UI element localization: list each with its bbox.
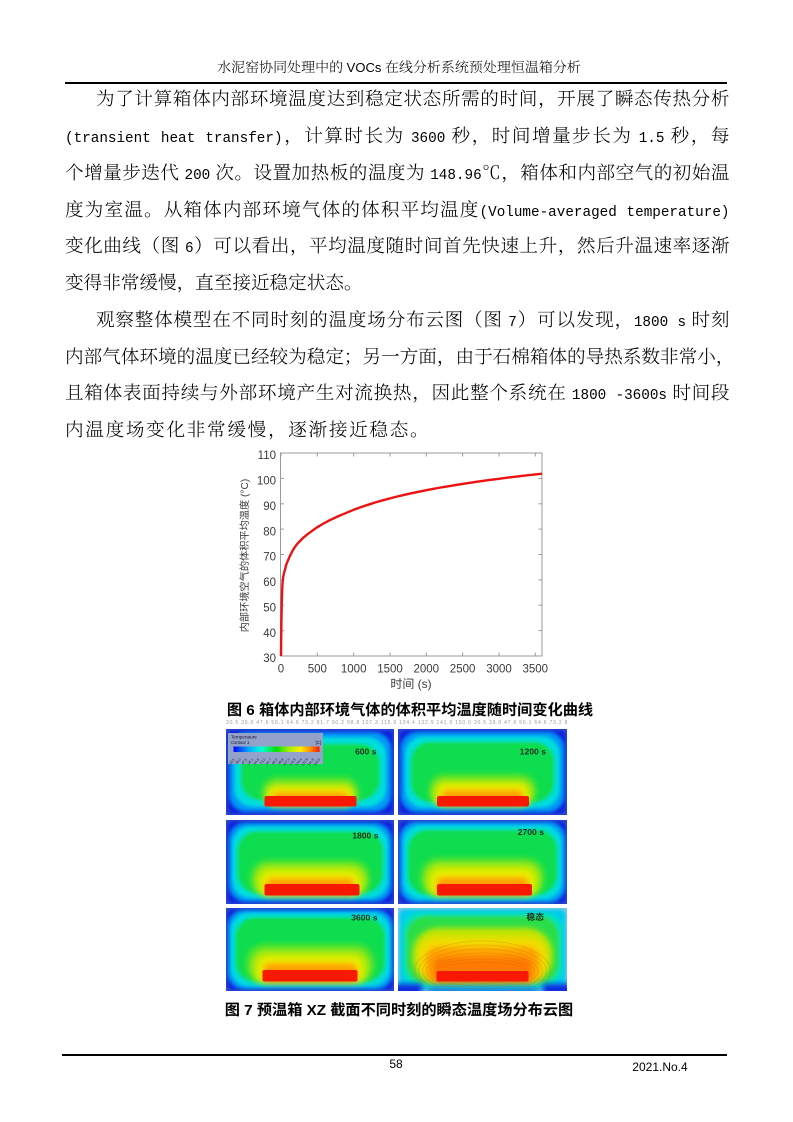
svg-text:内部环境空气的体积平均温度 (°C): 内部环境空气的体积平均温度 (°C) <box>236 479 251 632</box>
svg-text:90: 90 <box>263 501 276 513</box>
svg-text:107.3: 107.3 <box>282 757 291 766</box>
svg-text:73.2: 73.2 <box>258 757 265 765</box>
svg-text:98.8: 98.8 <box>277 757 284 765</box>
svg-text:1500: 1500 <box>377 664 403 676</box>
svg-text:[C]: [C] <box>315 740 320 745</box>
svg-text:3600 s: 3600 s <box>351 913 378 923</box>
svg-text:110: 110 <box>258 450 276 462</box>
svg-text:0: 0 <box>278 664 284 676</box>
svg-text:40: 40 <box>263 628 276 640</box>
svg-text:70: 70 <box>263 552 276 564</box>
svg-text:1000: 1000 <box>341 664 367 676</box>
svg-text:50: 50 <box>263 603 276 615</box>
svg-text:3000: 3000 <box>486 664 512 676</box>
svg-text:56.1: 56.1 <box>246 757 253 765</box>
svg-text:90.2: 90.2 <box>271 757 278 765</box>
svg-text:30.5: 30.5 <box>228 757 235 765</box>
svg-text:132.9: 132.9 <box>300 757 309 766</box>
svg-text:30: 30 <box>263 653 276 665</box>
svg-text:115.9: 115.9 <box>288 757 296 766</box>
svg-text:81.7: 81.7 <box>265 757 272 765</box>
svg-text:600 s: 600 s <box>354 747 376 757</box>
svg-text:150.0: 150.0 <box>312 757 321 766</box>
svg-text:2500: 2500 <box>450 664 476 676</box>
svg-text:100: 100 <box>257 476 276 488</box>
svg-text:1200 s: 1200 s <box>520 747 547 757</box>
svg-text:2700 s: 2700 s <box>518 827 545 837</box>
svg-text:500: 500 <box>308 664 327 676</box>
svg-text:时间 (s): 时间 (s) <box>390 675 431 692</box>
svg-text:60: 60 <box>263 577 276 589</box>
svg-text:39.0: 39.0 <box>234 757 241 765</box>
svg-text:1800 s: 1800 s <box>352 830 379 840</box>
svg-text:Temperature: Temperature <box>231 735 257 740</box>
svg-text:141.5: 141.5 <box>306 757 315 766</box>
svg-text:47.6: 47.6 <box>240 757 247 765</box>
svg-text:Contour 1: Contour 1 <box>231 740 250 745</box>
svg-text:80: 80 <box>263 526 276 538</box>
svg-text:稳态: 稳态 <box>526 910 544 923</box>
svg-text:64.6: 64.6 <box>252 757 259 765</box>
svg-text:2000: 2000 <box>414 664 440 676</box>
svg-text:124.4: 124.4 <box>294 757 303 766</box>
svg-text:3500: 3500 <box>523 664 549 676</box>
